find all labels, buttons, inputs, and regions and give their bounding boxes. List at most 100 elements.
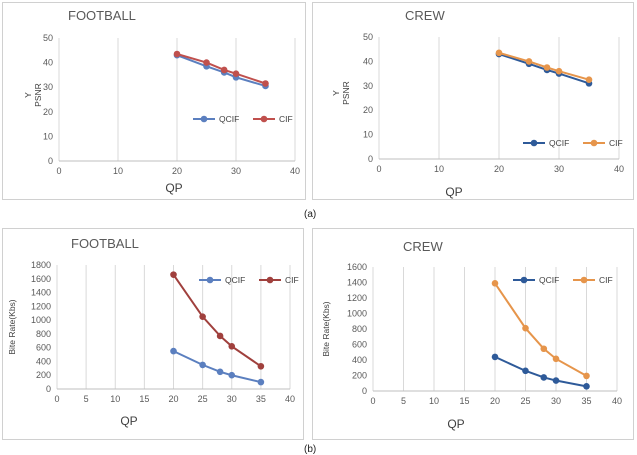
chart-2-legend-qcif-label: QCIF <box>225 275 245 285</box>
chart-3-series-qcif-point-2 <box>540 374 548 381</box>
chart-0-y-tick-0: 0 <box>48 156 53 166</box>
chart-1-y-label-line-0: Y <box>331 90 341 96</box>
chart-1-x-tick-30: 30 <box>554 164 564 174</box>
chart-2-legend-qcif-swatch-marker <box>206 276 214 284</box>
chart-0-series-cif-point-0 <box>173 50 181 58</box>
chart-2-x-label: QP <box>120 414 137 428</box>
chart-3-x-tick-15: 15 <box>459 396 469 406</box>
chart-1-x-tick-20: 20 <box>494 164 504 174</box>
chart-3-y-tick-600: 600 <box>352 340 367 350</box>
chart-1-x-tick-10: 10 <box>434 164 444 174</box>
chart-2-x-tick-5: 5 <box>84 394 89 404</box>
chart-3-y-label: Bite Rate(Kbs) <box>321 301 331 356</box>
chart-3-x-tick-30: 30 <box>551 396 561 406</box>
chart-2-x-tick-40: 40 <box>285 394 295 404</box>
chart-3-series-qcif-point-3 <box>552 377 560 384</box>
chart-1-y-tick-10: 10 <box>363 130 373 140</box>
caption-a: (a) <box>304 209 317 220</box>
chart-3-y-tick-1600: 1600 <box>347 262 367 272</box>
chart-1-series-cif-point-2 <box>543 64 551 71</box>
chart-1-title: CREW <box>405 8 445 23</box>
chart-3-legend-qcif-swatch-marker <box>520 276 528 284</box>
chart-3-y-label-line-0: Bite Rate(Kbs) <box>321 301 331 356</box>
chart-3-title: CREW <box>403 239 443 254</box>
chart-1-series-cif-point-3 <box>555 67 563 75</box>
chart-2-x-tick-0: 0 <box>54 394 59 404</box>
chart-1-y-label-line-1: PSNR <box>341 81 351 105</box>
chart-0-x-tick-10: 10 <box>113 166 123 176</box>
chart-3-y-tick-800: 800 <box>352 324 367 334</box>
chart-2-x-tick-30: 30 <box>227 394 237 404</box>
chart-1-x-tick-40: 40 <box>614 164 624 174</box>
chart-svg-crew-bitrate: 0 5 10 15 20 25 30 35 40020040060080010001200140… <box>321 239 622 431</box>
chart-2-x-tick-10: 10 <box>110 394 120 404</box>
chart-0-x-tick-30: 30 <box>231 166 241 176</box>
chart-1-legend-qcif-swatch-marker <box>530 139 538 147</box>
chart-2-x-tick-20: 20 <box>168 394 178 404</box>
chart-2-y-label-line-0: Bite Rate(Kbs) <box>7 299 17 354</box>
chart-0-y-tick-20: 20 <box>43 107 53 117</box>
chart-1-y-label: Y PSNR <box>331 81 351 105</box>
chart-2-x-tick-15: 15 <box>139 394 149 404</box>
chart-panel-football-bitrate: 0 5 10 15 20 25 30 35 40 0 200 400 600 800 1000 1200 140… <box>2 228 304 440</box>
chart-2-series-cif-line <box>172 274 262 368</box>
chart-0-series-cif-point-3 <box>232 70 240 77</box>
chart-3-y-tick-400: 400 <box>352 355 367 365</box>
chart-3-series-cif-line <box>494 282 587 377</box>
chart-0-series-cif-point-2 <box>220 66 228 74</box>
chart-2-title: FOOTBALL <box>71 236 139 251</box>
chart-2-y-tick-1200: 1200 <box>31 301 51 311</box>
caption-b: (b) <box>304 444 317 455</box>
chart-3-series-cif-point-4 <box>583 372 590 380</box>
chart-0-title: FOOTBALL <box>68 8 136 23</box>
chart-3-x-tick-5: 5 <box>401 396 406 406</box>
chart-0-x-label: QP <box>165 181 182 195</box>
chart-0-y-label-line-1: PSNR <box>33 83 43 107</box>
chart-3-series-qcif-line <box>494 355 587 388</box>
chart-3-x-tick-10: 10 <box>429 396 439 406</box>
chart-3-series-cif-point-2 <box>540 345 548 353</box>
chart-2-y-tick-600: 600 <box>36 343 51 353</box>
chart-0-y-tick-40: 40 <box>43 58 53 68</box>
chart-1-series-cif-point-4 <box>585 76 593 83</box>
chart-3-series-cif-point-3 <box>552 355 560 363</box>
chart-panel-crew-bitrate: 0 5 10 15 20 25 30 35 40 0 200 400 600 800 1000 1200 140… <box>312 228 634 440</box>
chart-3-y-tick-1000: 1000 <box>347 309 367 319</box>
chart-3-legend-qcif-label: QCIF <box>539 275 559 285</box>
chart-2-series-qcif-point-2 <box>216 368 224 376</box>
chart-2-y-label: Bite Rate(Kbs) <box>7 299 17 354</box>
chart-1-y-tick-0: 0 <box>368 154 373 164</box>
chart-panel-football-psnr: 0 10 20 30 40 0 10 20 30 40 50 FOOTBALL QP Y PSNR QCIF C… <box>2 2 306 200</box>
chart-0-y-tick-50: 50 <box>43 33 53 43</box>
chart-1-legend-qcif-label: QCIF <box>549 138 569 148</box>
chart-2-series-cif-point-0 <box>170 271 177 278</box>
chart-0-legend-cif-swatch-marker <box>260 115 268 123</box>
chart-0-y-label: Y PSNR <box>23 83 43 107</box>
chart-2-legend-cif-label: CIF <box>285 275 299 285</box>
chart-2-series-cif-point-4 <box>257 362 265 370</box>
chart-3-series-qcif-point-0 <box>491 353 499 361</box>
chart-3-series-qcif-point-1 <box>522 367 529 375</box>
chart-3-series-cif-point-0 <box>491 279 499 287</box>
chart-2-series-cif-point-2 <box>216 332 224 340</box>
chart-1-y-tick-40: 40 <box>363 56 373 66</box>
chart-svg-football-bitrate: 0 5 10 15 20 25 30 35 40020040060080010001200140… <box>7 236 299 428</box>
chart-2-y-tick-0: 0 <box>46 384 51 394</box>
chart-2-x-tick-35: 35 <box>256 394 266 404</box>
chart-1-series-cif-point-0 <box>495 49 503 57</box>
chart-3-x-tick-20: 20 <box>490 396 500 406</box>
chart-2-series-qcif-point-3 <box>228 371 236 379</box>
chart-2-series-qcif-point-0 <box>170 347 177 355</box>
chart-panel-crew-psnr: 0 10 20 30 40 0 10 20 30 40 50 CREW QP Y PSNR QCIF CIF <box>312 2 634 200</box>
chart-0-legend-qcif-label: QCIF <box>219 114 239 124</box>
chart-2-series-qcif-point-1 <box>199 361 206 369</box>
chart-3-y-tick-200: 200 <box>352 371 367 381</box>
chart-2-series-cif-point-3 <box>228 342 236 350</box>
chart-3-x-label: QP <box>447 417 464 431</box>
chart-3-y-tick-1400: 1400 <box>347 278 367 288</box>
chart-0-y-tick-30: 30 <box>43 82 53 92</box>
chart-1-y-tick-20: 20 <box>363 105 373 115</box>
chart-3-legend-cif-label: CIF <box>599 275 613 285</box>
chart-2-series-qcif-point-4 <box>257 378 265 386</box>
chart-2-y-tick-1600: 1600 <box>31 274 51 284</box>
